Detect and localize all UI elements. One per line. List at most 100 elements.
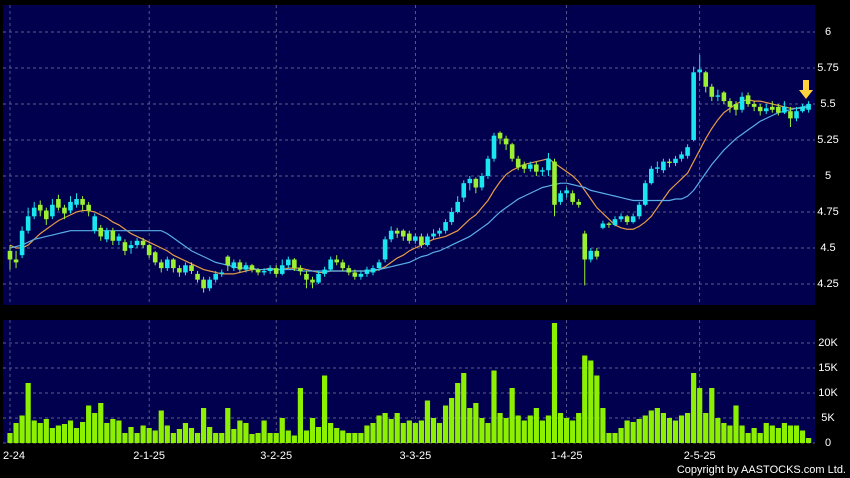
volume-bar bbox=[618, 428, 624, 443]
candle-body bbox=[419, 236, 424, 246]
volume-bar bbox=[799, 430, 806, 443]
latest-arrow bbox=[799, 80, 813, 99]
volume-bar bbox=[642, 415, 648, 443]
volume-bar bbox=[7, 433, 13, 443]
volume-bar bbox=[769, 425, 775, 443]
volume-bar bbox=[67, 420, 74, 443]
candle-body bbox=[570, 193, 575, 202]
volume-bar bbox=[624, 420, 630, 443]
candle-body bbox=[770, 106, 775, 110]
volume-bar bbox=[781, 423, 787, 443]
y-tick-label: 15K bbox=[818, 362, 838, 374]
candle-body bbox=[273, 268, 279, 274]
volume-bar bbox=[418, 420, 424, 443]
volume-bar bbox=[146, 428, 152, 443]
volume-bar bbox=[201, 408, 207, 443]
volume-bar bbox=[31, 420, 37, 443]
x-tick-label: 1-4-25 bbox=[551, 450, 583, 462]
y-tick-label: 6 bbox=[825, 26, 831, 38]
candle-body bbox=[146, 245, 152, 256]
volume-bar bbox=[400, 423, 406, 443]
candle-body bbox=[449, 211, 454, 223]
volume-bar bbox=[551, 323, 558, 443]
volume-bar bbox=[715, 418, 721, 443]
candle-body bbox=[788, 111, 793, 119]
candle-body bbox=[158, 262, 164, 269]
candle-body bbox=[328, 259, 333, 270]
candle-body bbox=[255, 269, 261, 273]
candle-body bbox=[298, 268, 303, 272]
volume-bar bbox=[128, 427, 134, 443]
candle-body bbox=[80, 199, 85, 205]
volume-bar bbox=[757, 433, 763, 443]
candle-body bbox=[618, 216, 624, 220]
volume-bar bbox=[261, 420, 267, 443]
candle-body bbox=[588, 250, 594, 260]
candle-body bbox=[624, 216, 630, 223]
candle-body bbox=[467, 178, 473, 184]
candle-body bbox=[376, 262, 382, 269]
volume-bar bbox=[273, 433, 279, 443]
volume-bar bbox=[721, 423, 727, 443]
candle-body bbox=[739, 96, 745, 110]
y-tick-label: 4.5 bbox=[820, 242, 835, 254]
candle-body bbox=[7, 250, 13, 260]
volume-bar bbox=[267, 433, 273, 443]
volume-bar bbox=[570, 420, 576, 443]
candle-body bbox=[443, 222, 448, 231]
volume-bar bbox=[110, 419, 116, 443]
candle-body bbox=[413, 236, 418, 241]
candle-body bbox=[806, 103, 811, 110]
volume-bar bbox=[279, 418, 285, 443]
candle-body bbox=[703, 72, 709, 87]
volume-bar bbox=[527, 415, 533, 443]
candle-body bbox=[558, 193, 563, 202]
candle-body bbox=[763, 108, 769, 112]
volume-bar bbox=[739, 425, 745, 443]
candle-body bbox=[709, 86, 715, 97]
candle-body bbox=[800, 106, 805, 112]
volume-bar bbox=[449, 398, 455, 443]
volume-bar bbox=[503, 418, 509, 443]
candle-body bbox=[189, 265, 194, 272]
volume-bar bbox=[382, 413, 388, 443]
candle-body bbox=[655, 167, 660, 169]
candle-body bbox=[104, 230, 110, 240]
volume-bar bbox=[61, 424, 68, 443]
volume-bar bbox=[13, 423, 19, 443]
candle-body bbox=[370, 268, 376, 273]
candle-body bbox=[19, 230, 25, 256]
candle-body bbox=[122, 242, 128, 251]
candle-body bbox=[606, 223, 612, 225]
candle-body bbox=[745, 95, 751, 104]
y-tick-label: 5K bbox=[821, 412, 835, 424]
volume-bar bbox=[73, 428, 80, 443]
candle-body bbox=[388, 230, 394, 240]
volume-bar bbox=[25, 383, 31, 443]
candle-body bbox=[213, 273, 218, 280]
volume-bar bbox=[86, 405, 92, 443]
candle-body bbox=[636, 204, 642, 217]
volume-bar bbox=[19, 415, 25, 443]
y-tick-label: 10K bbox=[818, 387, 838, 399]
candle-body bbox=[407, 233, 412, 241]
volume-bar bbox=[515, 415, 521, 443]
candle-body bbox=[757, 106, 763, 112]
volume-bar bbox=[751, 428, 757, 443]
volume-bar bbox=[207, 427, 213, 443]
volume-bar bbox=[322, 375, 328, 443]
volume-bar bbox=[406, 420, 412, 443]
candle-body bbox=[491, 135, 497, 159]
candle-body bbox=[219, 272, 225, 274]
candle-body bbox=[237, 262, 243, 270]
candle-body bbox=[86, 204, 91, 211]
volume-bar bbox=[436, 423, 443, 443]
candle-body bbox=[661, 161, 666, 171]
candle-body bbox=[521, 164, 527, 169]
volume-bar bbox=[182, 423, 189, 443]
volume-bar bbox=[678, 415, 685, 443]
volume-bar bbox=[660, 413, 666, 443]
candle-body bbox=[794, 111, 799, 119]
candle-body bbox=[649, 168, 654, 184]
